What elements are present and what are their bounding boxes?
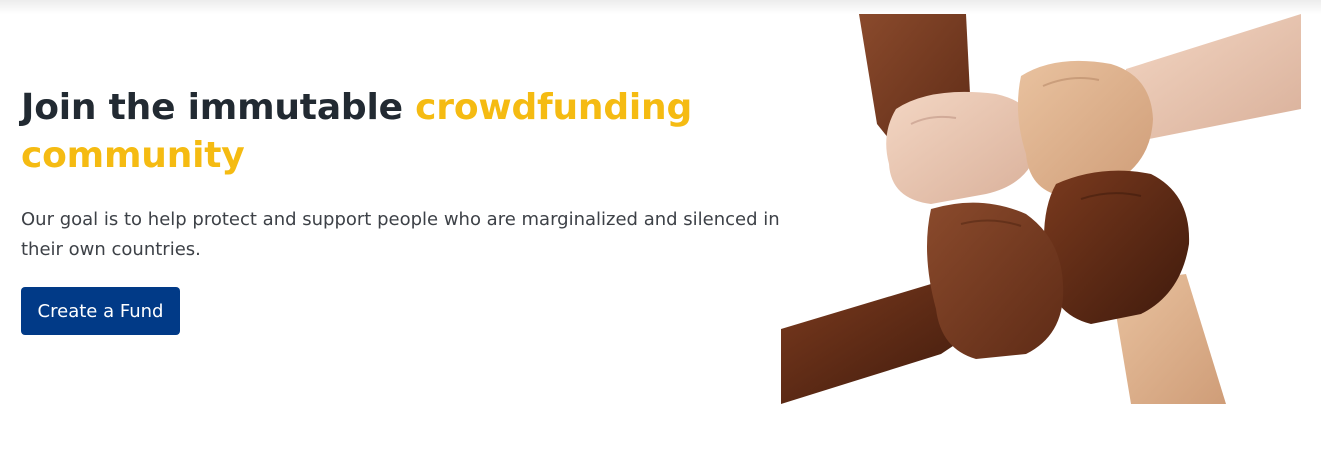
headline-main: Join the immutable bbox=[21, 87, 416, 128]
hero-text-block: Join the immutable crowdfunding communit… bbox=[21, 84, 781, 265]
hero-headline: Join the immutable crowdfunding communit… bbox=[21, 84, 781, 180]
headline-accent: crowdfunding community bbox=[21, 87, 693, 176]
header-shadow bbox=[0, 0, 1321, 14]
hero-subtitle: Our goal is to help protect and support … bbox=[21, 209, 780, 260]
hands-photo bbox=[781, 14, 1301, 404]
create-fund-button[interactable]: Create a Fund bbox=[21, 287, 180, 335]
